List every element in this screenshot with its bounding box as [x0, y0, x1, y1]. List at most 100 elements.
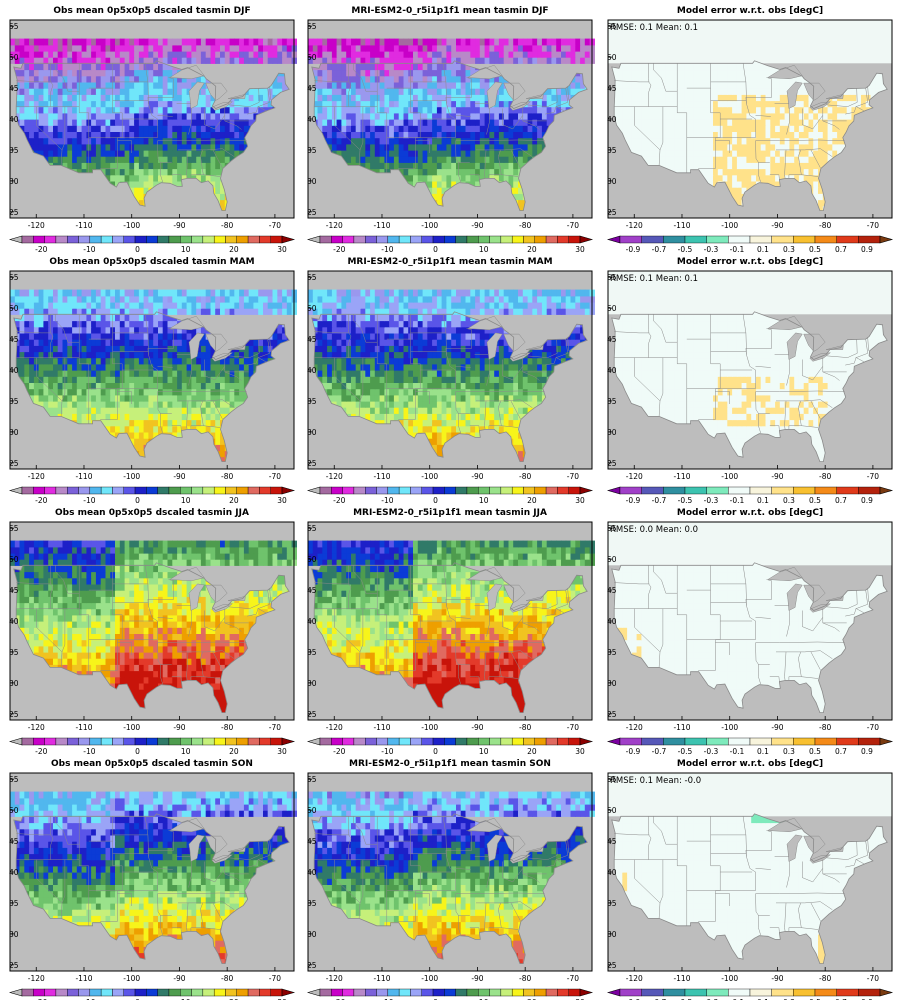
colorbar-swatch [814, 737, 837, 746]
lat-tick-label: 50 [607, 53, 617, 62]
state-border [755, 366, 771, 368]
state-border [488, 400, 502, 430]
state-border [186, 400, 189, 430]
great-lake [767, 64, 803, 80]
lon-tick-label: -90 [771, 221, 783, 230]
lon-tick-label: -100 [421, 974, 438, 983]
error-colorbar: -0.9 -0.7 -0.5 -0.3 -0.1 0.1 0.3 0.5 0.7 0.9 [606, 988, 894, 1000]
colorbar-max-triangle [579, 737, 594, 746]
colorbar-min-triangle [306, 486, 321, 495]
colorbar-swatch [236, 486, 249, 495]
colorbar-tick-label: 20 [527, 747, 537, 756]
colorbar-swatch [112, 737, 124, 746]
model-colorbar: -20 -10 0 10 20 30 [306, 737, 594, 756]
lon-tick-label: -120 [326, 723, 343, 732]
colorbar-swatch [353, 988, 366, 997]
state-border [545, 356, 557, 366]
colorbar-tick-label: 0.9 [861, 747, 873, 756]
lat-tick-label: 35 [9, 397, 19, 406]
colorbar-max-triangle [579, 988, 594, 997]
colorbar-tick-label: 0.3 [783, 747, 795, 756]
lon-tick-label: -80 [221, 723, 233, 732]
state-border [78, 314, 90, 424]
lon-tick-label: -100 [421, 723, 438, 732]
state-border [755, 115, 771, 117]
colorbar-swatch [421, 235, 434, 244]
state-border [445, 97, 472, 138]
colorbar-swatch [619, 235, 642, 244]
colorbar-swatch [706, 737, 729, 746]
colorbar-tick-label: 0 [135, 496, 140, 505]
state-border [36, 106, 63, 151]
country-border [611, 60, 888, 212]
state-border [469, 174, 480, 180]
lat-tick-label: 35 [9, 146, 19, 155]
lon-tick-label: -100 [421, 472, 438, 481]
colorbar-swatch [421, 988, 434, 997]
lon-tick-label: -120 [626, 974, 643, 983]
colorbar-swatch [134, 235, 147, 244]
lat-tick-label: 35 [9, 899, 19, 908]
colorbar-max-triangle [879, 988, 894, 997]
state-border [555, 88, 568, 112]
state-border [181, 892, 247, 894]
colorbar-tick-label: -10 [83, 747, 95, 756]
state-border [204, 366, 226, 381]
colorbar-swatch [319, 486, 332, 495]
state-border [16, 80, 51, 83]
lon-tick-label: -80 [221, 974, 233, 983]
state-border [614, 80, 649, 83]
colorbar-swatch [684, 737, 707, 746]
state-border [634, 106, 661, 151]
lon-tick-label: -70 [269, 974, 281, 983]
lon-tick-label: -120 [28, 472, 45, 481]
colorbar-swatch [398, 737, 411, 746]
state-border [769, 676, 780, 682]
lon-tick-label: -110 [673, 472, 690, 481]
colorbar-swatch [270, 737, 283, 746]
state-border [715, 391, 730, 404]
obs-panel-title: Obs mean 0p5x0p5 dscaled tasmin DJF [53, 6, 250, 16]
colorbar-swatch [836, 988, 859, 997]
colorbar-swatch [728, 737, 751, 746]
state-border [784, 149, 787, 179]
lat-tick-label: 45 [307, 84, 317, 93]
state-border [269, 86, 271, 100]
colorbar-swatch [500, 988, 513, 997]
state-border [358, 357, 364, 417]
state-border [776, 901, 833, 910]
state-border [510, 902, 521, 922]
country-border [311, 311, 588, 463]
state-border [228, 339, 260, 358]
lat-tick-label: 30 [9, 930, 19, 939]
colorbar-tick-label: 0.5 [809, 245, 821, 254]
state-border [476, 399, 533, 408]
colorbar-swatch [89, 988, 102, 997]
state-border [168, 328, 174, 349]
state-border [855, 339, 868, 363]
lat-tick-label: 30 [307, 930, 317, 939]
state-border [634, 608, 661, 653]
state-border [348, 565, 352, 609]
state-border [567, 337, 569, 351]
colorbar-tick-label: 0.7 [835, 998, 847, 1000]
colorbar-min-triangle [606, 486, 621, 495]
colorbar-swatch [55, 988, 68, 997]
state-border [415, 391, 430, 404]
country-border [311, 60, 588, 212]
lat-tick-label: 45 [607, 837, 617, 846]
colorbar-min-triangle [8, 737, 23, 746]
colorbar-swatch [353, 235, 366, 244]
state-border [801, 676, 819, 679]
colorbar-swatch [78, 737, 91, 746]
lat-tick-label: 30 [307, 177, 317, 186]
obs-colorbar: -20 -10 0 10 20 30 [8, 988, 296, 1000]
state-border [653, 63, 678, 92]
state-border [50, 63, 54, 107]
colorbar-swatch [365, 737, 377, 746]
state-border [147, 599, 174, 640]
colorbar-swatch [247, 235, 260, 244]
lat-tick-label: 50 [607, 555, 617, 564]
colorbar-swatch [78, 235, 91, 244]
state-border [257, 339, 270, 363]
